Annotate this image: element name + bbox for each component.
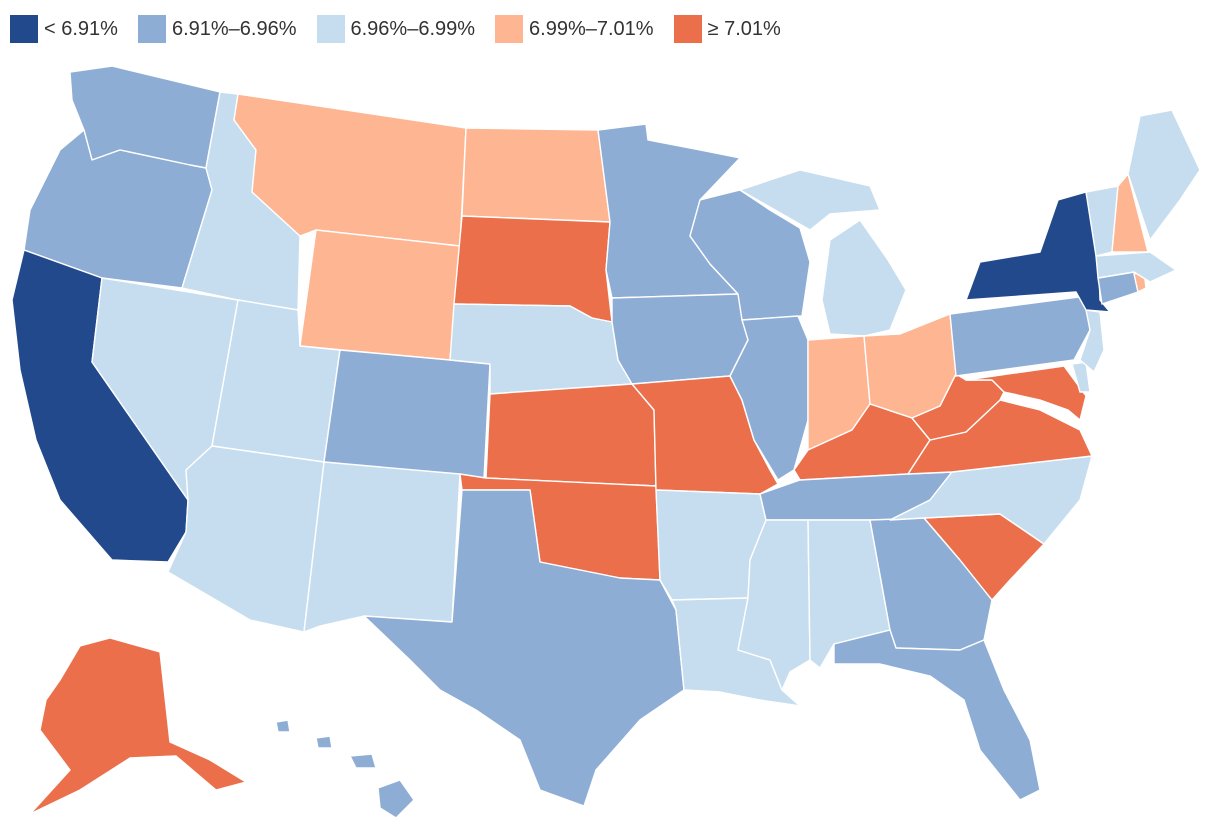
- state-IL: [729, 315, 809, 481]
- state-WY: [299, 229, 461, 361]
- state-MI: [739, 169, 907, 337]
- state-NC: [889, 455, 1093, 545]
- legend-label: ≥ 7.01%: [707, 17, 781, 40]
- legend-item: < 6.91%: [10, 15, 118, 43]
- legend-swatch: [10, 15, 38, 43]
- oahu-island: [315, 735, 333, 749]
- legend-swatch: [316, 15, 345, 43]
- state-AZ: [167, 445, 325, 633]
- state-AK: [29, 637, 247, 815]
- legend-label: < 6.91%: [44, 17, 118, 40]
- legend-swatch: [495, 15, 524, 43]
- state-TX: [363, 489, 685, 807]
- state-KS: [485, 383, 657, 487]
- kauai-island: [275, 719, 291, 733]
- state-NH: [1111, 173, 1149, 253]
- legend-item: 6.96%–6.99%: [316, 15, 476, 43]
- state-CO: [323, 349, 491, 479]
- state-MD: [965, 365, 1087, 421]
- legend-swatch: [137, 15, 166, 43]
- state-HI: [275, 719, 415, 819]
- legend-label: 6.91%–6.96%: [171, 17, 297, 40]
- state-IA: [611, 293, 749, 385]
- legend-item: 6.99%–7.01%: [495, 15, 654, 43]
- state-NM: [303, 461, 461, 633]
- state-FL: [833, 629, 1041, 801]
- legend-item: 6.91%–6.96%: [137, 15, 297, 43]
- state-PA: [949, 295, 1091, 377]
- state-ND: [461, 127, 611, 223]
- legend-label: 6.96%–6.99%: [350, 17, 476, 40]
- hawaii-island: [377, 779, 415, 819]
- maui-island: [349, 753, 377, 769]
- state-ME: [1127, 109, 1201, 241]
- legend-label: 6.99%–7.01%: [529, 17, 654, 40]
- state-WI: [689, 189, 811, 321]
- state-DE: [1071, 361, 1091, 393]
- legend-item: ≥ 7.01%: [673, 15, 781, 43]
- legend-swatch: [673, 15, 702, 43]
- state-NJ: [1079, 309, 1105, 373]
- state-MA: [1095, 251, 1177, 283]
- state-WA: [69, 65, 221, 169]
- legend: < 6.91% 6.91%–6.96% 6.96%–6.99% 6.99%–7.…: [10, 14, 801, 44]
